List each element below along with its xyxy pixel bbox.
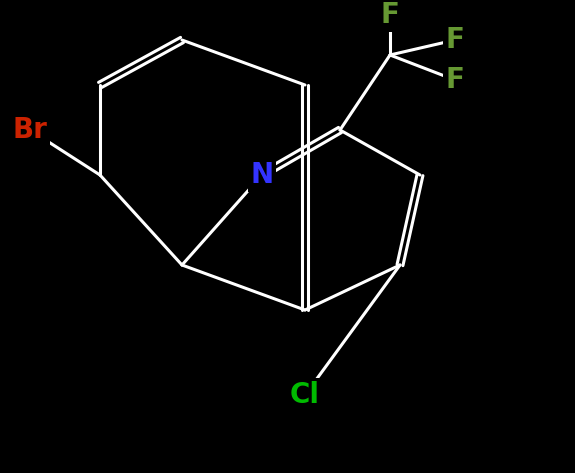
Text: Br: Br [13, 116, 47, 144]
Text: Cl: Cl [290, 381, 320, 409]
Text: F: F [381, 1, 400, 29]
Text: F: F [446, 26, 465, 54]
Text: F: F [446, 66, 465, 94]
Text: N: N [251, 161, 274, 189]
